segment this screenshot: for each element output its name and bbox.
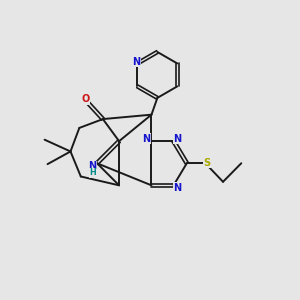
Text: H: H (89, 169, 96, 178)
Text: O: O (81, 94, 89, 104)
Text: N: N (88, 161, 96, 171)
Text: N: N (132, 57, 140, 67)
Text: N: N (174, 183, 182, 193)
Text: N: N (142, 134, 150, 144)
Text: N: N (174, 134, 182, 144)
Text: S: S (203, 158, 210, 168)
